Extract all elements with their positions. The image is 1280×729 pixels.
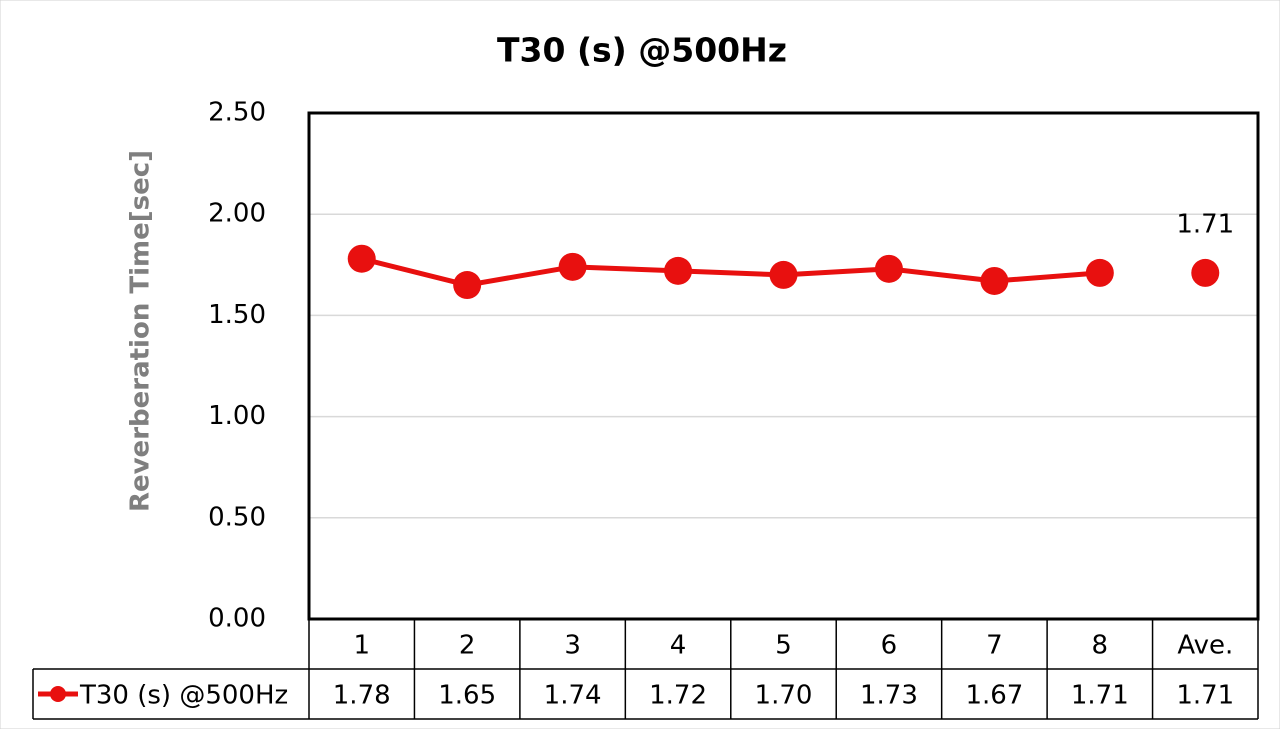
y-tick-label: 1.00 — [208, 401, 266, 431]
table-value: 1.71 — [1176, 681, 1234, 711]
marker — [558, 252, 587, 281]
y-tick-label: 1.50 — [208, 300, 266, 330]
y-tick-label: 0.00 — [208, 604, 266, 634]
x-tick-label: 3 — [564, 631, 581, 661]
x-tick-label: 2 — [459, 631, 476, 661]
x-tick-label: 8 — [1092, 631, 1109, 661]
x-tick-label: Ave. — [1177, 631, 1233, 661]
series-line — [361, 256, 1101, 288]
marker — [980, 266, 1009, 295]
table-value: 1.78 — [333, 681, 391, 711]
table-value: 1.67 — [965, 681, 1023, 711]
y-axis-label: Reverberation Time[sec] — [126, 150, 156, 512]
marker — [453, 271, 482, 300]
table-value: 1.65 — [438, 681, 496, 711]
marker — [664, 256, 693, 285]
table-value: 1.73 — [860, 681, 918, 711]
y-tick-label: 2.50 — [208, 98, 266, 128]
marker — [1085, 258, 1114, 287]
table-value: 1.70 — [755, 681, 813, 711]
plot-border — [307, 111, 1260, 621]
marker — [1191, 258, 1220, 287]
table-value: 1.72 — [649, 681, 707, 711]
marker — [874, 254, 903, 283]
x-tick-label: 1 — [353, 631, 370, 661]
marker — [769, 260, 798, 289]
legend-label: T30 (s) @500Hz — [79, 681, 288, 711]
x-tick-label: 7 — [986, 631, 1003, 661]
y-tick-label: 0.50 — [208, 502, 266, 532]
x-tick-label: 4 — [670, 631, 687, 661]
table-value: 1.74 — [544, 681, 602, 711]
chart-title: T30 (s) @500Hz — [497, 31, 787, 70]
y-tick-label: 2.00 — [208, 199, 266, 229]
x-tick-label: 5 — [775, 631, 792, 661]
table-value: 1.71 — [1071, 681, 1129, 711]
x-tick-label: 6 — [881, 631, 898, 661]
legend-marker — [50, 686, 66, 702]
marker — [347, 244, 376, 273]
data-label: 1.71 — [1176, 209, 1234, 239]
